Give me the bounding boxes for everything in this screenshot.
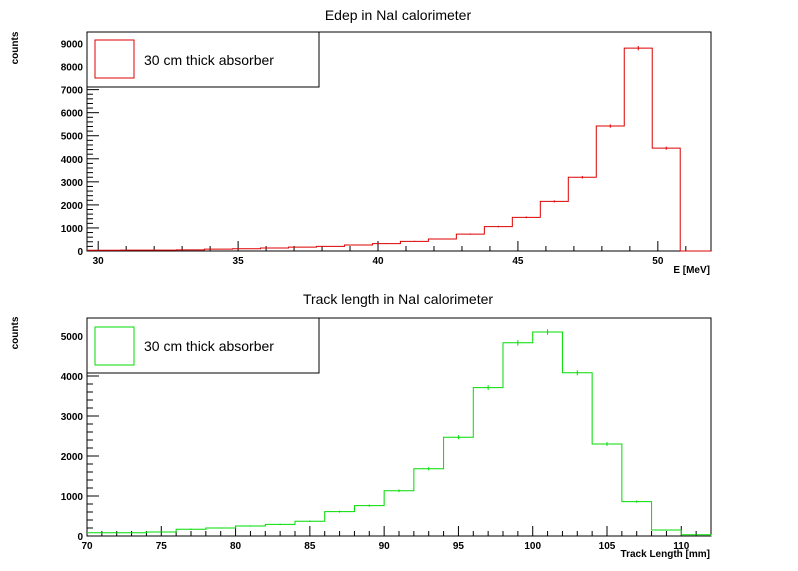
- track-length-x-tick-label: 105: [599, 541, 616, 552]
- edep-x-tick-label: 35: [233, 256, 245, 267]
- track-length-legend-label: 30 cm thick absorber: [144, 338, 274, 354]
- edep-y-tick-label: 2000: [61, 201, 84, 212]
- track-length-x-tick-label: 70: [81, 541, 93, 552]
- edep-x-axis-label: E [MeV]: [673, 265, 710, 276]
- edep-histogram-bins: [87, 45, 711, 252]
- edep-y-axis-label: counts: [10, 31, 21, 64]
- track-length-x-tick-label: 95: [453, 541, 465, 552]
- track-length-x-tick-label: 110: [673, 541, 690, 552]
- edep-legend: 30 cm thick absorber: [86, 31, 320, 88]
- track-length-axis-ticks: 0 1000 2000 3000 4000 5000 70 75 80 85 90 95 100 105 1…: [61, 319, 712, 552]
- edep-histogram-panel: Edep in NaI calorimeter counts E [MeV] 0…: [10, 7, 712, 276]
- edep-x-tick-label: 30: [93, 256, 105, 267]
- track-length-x-tick-label: 80: [230, 541, 242, 552]
- track-length-histogram-panel: Track length in NaI calorimeter counts T…: [10, 291, 712, 560]
- track-length-x-axis-label: Track Length [mm]: [621, 549, 710, 560]
- edep-y-tick-label: 7000: [61, 86, 84, 97]
- track-length-y-axis-label: counts: [10, 316, 21, 349]
- edep-y-tick-label: 8000: [61, 63, 84, 74]
- edep-y-tick-label: 3000: [61, 178, 84, 189]
- edep-y-tick-label: 6000: [61, 109, 84, 120]
- track-length-y-tick-label: 0: [77, 532, 83, 543]
- edep-legend-swatch: [94, 39, 135, 79]
- edep-plot-frame: [86, 31, 712, 252]
- track-length-y-tick-label: 4000: [61, 372, 84, 383]
- track-length-legend-swatch: [94, 326, 135, 366]
- track-length-histogram-bins: [87, 329, 712, 536]
- track-length-legend: 30 cm thick absorber: [86, 317, 320, 374]
- edep-chart-title: Edep in NaI calorimeter: [325, 7, 472, 23]
- track-length-y-tick-label: 2000: [61, 452, 84, 463]
- edep-y-tick-label: 4000: [61, 155, 84, 166]
- edep-y-tick-label: 9000: [61, 40, 84, 51]
- edep-histogram-outline: [87, 47, 681, 251]
- edep-y-tick-label: 1000: [61, 224, 84, 235]
- track-length-y-tick-label: 3000: [61, 412, 84, 423]
- track-length-x-tick-label: 85: [304, 541, 316, 552]
- edep-legend-label: 30 cm thick absorber: [144, 52, 274, 68]
- track-length-y-tick-label: 1000: [61, 492, 84, 503]
- track-length-x-tick-label: 90: [379, 541, 391, 552]
- track-length-y-tick-label: 5000: [61, 332, 84, 343]
- track-length-x-tick-label: 100: [524, 541, 541, 552]
- track-length-x-tick-label: 75: [156, 541, 168, 552]
- edep-axis-ticks: 0 1000 2000 3000 4000 5000 6000 7000 8000 9000 30 3…: [61, 33, 687, 267]
- edep-x-tick-label: 45: [512, 256, 524, 267]
- track-length-histogram-outline: [87, 331, 712, 536]
- edep-y-tick-label: 5000: [61, 132, 84, 143]
- edep-x-tick-label: 50: [652, 256, 664, 267]
- track-length-chart-title: Track length in NaI calorimeter: [303, 291, 493, 307]
- edep-y-tick-label: 0: [77, 247, 83, 258]
- edep-x-tick-label: 40: [372, 256, 384, 267]
